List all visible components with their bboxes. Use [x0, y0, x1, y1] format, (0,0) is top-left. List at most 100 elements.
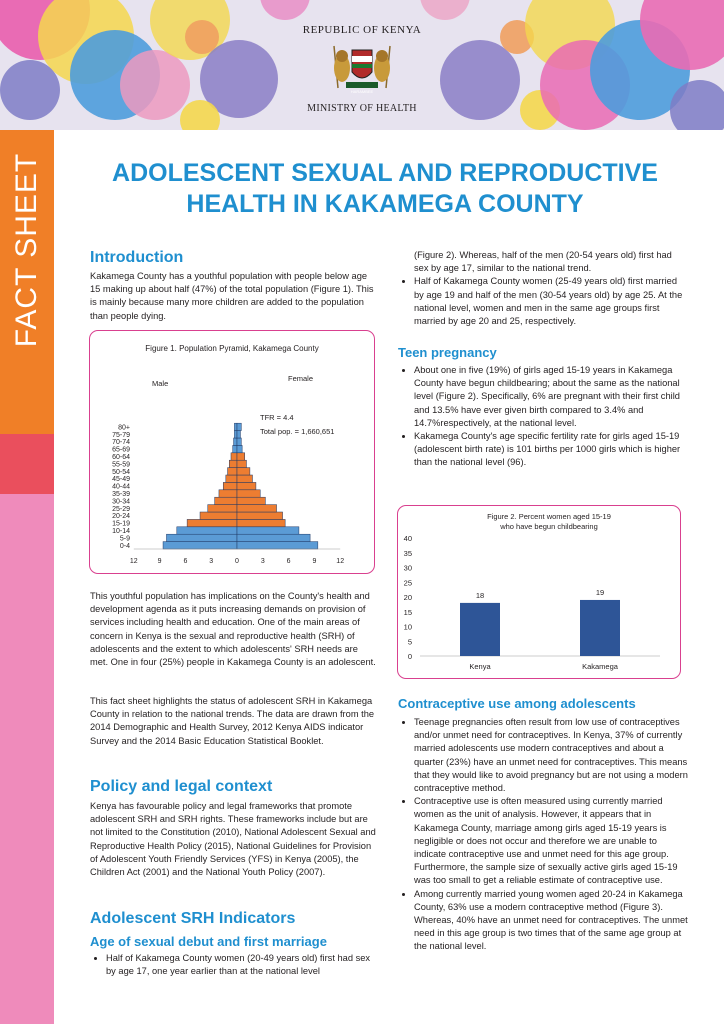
pyramid-bar-female [236, 489, 261, 498]
pyramid-bar-female [236, 541, 319, 550]
figure-2-box: Figure 2. Percent women aged 15-19 who ha… [397, 505, 681, 679]
pyramid-bar-male [227, 467, 238, 476]
y-tick-label: 10-14 [112, 528, 130, 535]
pyramid-bar-male [207, 504, 238, 513]
pyramid-bar-male [222, 482, 238, 491]
pyramid-bar-male [162, 541, 238, 550]
list-item: About one in five (19%) of girls aged 15… [414, 364, 688, 430]
indicators-heading: Adolescent SRH Indicators [90, 910, 296, 927]
page-title: ADOLESCENT SEXUAL AND REPRODUCTIVE HEALT… [112, 159, 658, 218]
y-tick-label: 15 [404, 608, 412, 617]
decor-circle [185, 20, 219, 54]
pyramid-bar-male [230, 452, 238, 461]
header-banner: REPUBLIC OF KENYA HARAMBEE MINISTRY OF H… [0, 0, 724, 130]
x-tick-label: 6 [287, 558, 291, 565]
y-tick-label: 20 [404, 593, 412, 602]
y-tick-label: 35-39 [112, 491, 130, 498]
pyramid-bar-male [234, 422, 238, 431]
y-tick-label: 20-24 [112, 513, 130, 520]
contraceptive-list: Teenage pregnancies often result from lo… [398, 716, 688, 954]
y-tick-label: 40-44 [112, 484, 130, 491]
data-label: 19 [596, 588, 604, 597]
pyramid-bar-female [236, 519, 286, 528]
y-tick-label: 40 [404, 534, 412, 543]
y-tick-label: 30 [404, 564, 412, 573]
side-bar-pink [0, 494, 54, 1024]
pyramid-bar-female [236, 511, 283, 520]
bar-kenya [460, 602, 500, 656]
decor-circle [670, 80, 724, 130]
policy-heading: Policy and legal context [90, 778, 273, 795]
pyramid-bar-female [236, 504, 277, 513]
chart-title: Figure 1. Population Pyramid, Kakamega C… [145, 344, 318, 353]
decor-circle [440, 40, 520, 120]
pyramid-bar-female [236, 533, 311, 542]
x-tick-label: 12 [130, 558, 138, 565]
pyramid-bar-male [234, 430, 238, 439]
list-item: Contraceptive use is often measured usin… [414, 795, 688, 887]
x-tick-label: 0 [235, 558, 239, 565]
bar-kakamega [580, 599, 620, 656]
x-tick-label: Kakamega [582, 662, 619, 671]
y-tick-label: 0 [408, 652, 412, 661]
y-tick-label: 65-69 [112, 447, 130, 454]
pyramid-bar-female [236, 430, 241, 439]
pyramid-bar-male [225, 474, 238, 483]
side-bar-orange [0, 130, 54, 434]
legend-male: Male [152, 379, 168, 388]
side-color-bar [0, 130, 54, 1024]
pyramid-bar-female [236, 526, 300, 535]
pyramid-bar-female [236, 474, 253, 483]
pyramid-bar-female [236, 459, 247, 468]
fact-sheet-label: FACT SHEET [0, 140, 54, 360]
total-pop-annotation: Total pop. = 1,660,651 [260, 427, 334, 436]
fact-sheet-text: FACT SHEET [10, 152, 43, 348]
pyramid-bar-female [236, 437, 242, 446]
y-tick-label: 50-54 [112, 469, 130, 476]
sexual-debut-list: Half of Kakamega County women (20-49 yea… [90, 952, 378, 978]
y-tick-label: 5-9 [120, 535, 130, 542]
pyramid-bar-male [233, 437, 238, 446]
chart-title-line-1: Figure 2. Percent women aged 15-19 [487, 512, 611, 521]
republic-label: REPUBLIC OF KENYA [302, 24, 422, 36]
x-tick-label: 3 [209, 558, 213, 565]
decor-circle [120, 50, 190, 120]
kenya-coat-of-arms-icon: HARAMBEE [333, 45, 391, 94]
intro-paragraph-1: Kakamega County has a youthful populatio… [90, 271, 374, 321]
list-item: Half of Kakamega County women (25-49 yea… [414, 275, 688, 328]
y-tick-label: 45-49 [112, 476, 130, 483]
x-tick-label: 6 [183, 558, 187, 565]
decor-circle [420, 0, 470, 20]
tfr-annotation: TFR = 4.4 [260, 413, 294, 422]
pyramid-bar-female [236, 445, 243, 454]
y-tick-label: 15-19 [112, 521, 130, 528]
list-item: Kakamega County's age specific fertility… [414, 430, 688, 470]
emblem-motto: HARAMBEE [351, 89, 374, 94]
decor-circle [260, 0, 310, 20]
sexual-debut-subheading: Age of sexual debut and first marriage [90, 934, 327, 949]
pyramid-bar-female [236, 452, 245, 461]
list-item: Half of Kakamega County women (20-49 yea… [106, 952, 378, 978]
y-tick-label: 10 [404, 623, 412, 632]
x-tick-label: 3 [261, 558, 265, 565]
y-tick-label: 25-29 [112, 506, 130, 513]
population-pyramid-chart: Figure 1. Population Pyramid, Kakamega C… [112, 344, 344, 565]
policy-paragraph: Kenya has favourable policy and legal fr… [90, 801, 376, 878]
decor-circle [180, 100, 220, 130]
intro-paragraph-3: This fact sheet highlights the status of… [90, 696, 375, 746]
pyramid-bar-male [218, 489, 238, 498]
pyramid-bar-male [229, 459, 238, 468]
pyramid-bar-male [214, 496, 238, 505]
teen-pregnancy-list: About one in five (19%) of girls aged 15… [398, 364, 688, 470]
y-tick-label: 5 [408, 637, 412, 646]
sexual-debut-continued: (Figure 2). Whereas, half of the men (20… [398, 249, 688, 328]
y-tick-label: 60-64 [112, 454, 130, 461]
contraceptive-heading: Contraceptive use among adolescents [398, 696, 636, 711]
data-label: 18 [476, 591, 484, 600]
y-tick-label: 55-59 [112, 461, 130, 468]
legend-female: Female [288, 374, 313, 383]
x-tick-label: 9 [158, 558, 162, 565]
pyramid-bar-female [236, 422, 242, 431]
ministry-label: MINISTRY OF HEALTH [307, 103, 417, 114]
